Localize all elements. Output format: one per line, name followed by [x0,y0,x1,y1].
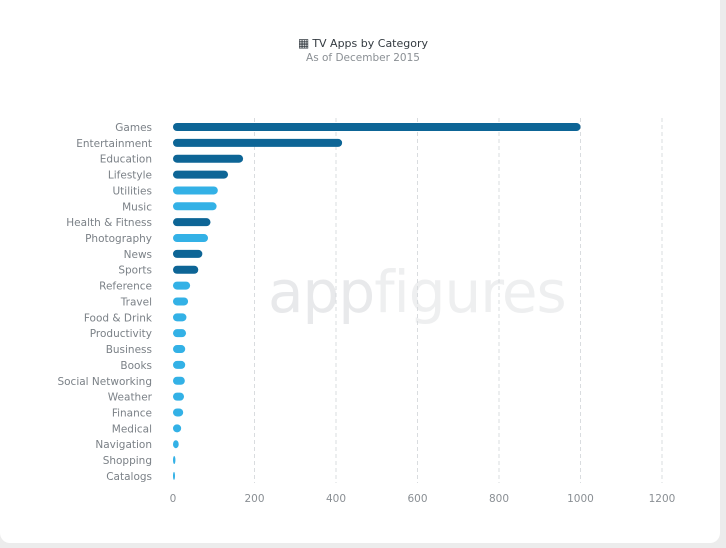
bar[interactable] [173,265,199,274]
x-tick-label: 1200 [649,493,676,505]
chart-title-text: TV Apps by Category [312,37,429,50]
category-label: Medical [112,423,152,435]
category-label: Travel [120,296,152,308]
watermark-bold: app [268,258,375,326]
category-label: Weather [108,392,153,404]
bar[interactable] [173,329,187,338]
watermark-light: figures [374,258,567,326]
category-label: News [124,249,152,261]
category-label: Music [122,201,152,213]
category-label: Education [100,154,152,166]
bar[interactable] [173,440,179,449]
category-label: Games [115,122,152,134]
chart-subtitle: As of December 2015 [306,52,420,64]
bar[interactable] [173,281,191,290]
bar[interactable] [173,471,175,480]
bar[interactable] [173,186,218,195]
category-label: Social Networking [57,376,152,388]
bar[interactable] [173,424,182,433]
x-tick-label: 1000 [567,493,594,505]
document-icon: ▦ [297,36,310,50]
bar[interactable] [173,154,244,163]
bar[interactable] [173,123,581,131]
appfigures-watermark: appfigures [268,258,567,326]
category-label: Shopping [103,455,152,467]
category-label: Books [120,360,152,372]
bar[interactable] [173,313,187,322]
category-label: Business [106,344,152,356]
bar[interactable] [173,170,229,179]
category-label: Photography [85,233,152,245]
bar[interactable] [173,360,186,369]
category-label: Finance [112,407,152,419]
bar[interactable] [173,202,217,211]
bar[interactable] [173,234,209,243]
chart-title: ▦ TV Apps by Category [0,36,726,50]
category-label: Food & Drink [84,312,153,324]
category-label: Productivity [90,328,152,340]
x-tick-label: 600 [407,493,427,505]
bar[interactable] [173,138,343,147]
category-label: Health & Fitness [66,217,152,229]
category-label: Catalogs [106,471,152,483]
x-tick-label: 800 [489,493,509,505]
bar[interactable] [173,345,186,354]
category-label: Sports [118,265,152,277]
bar[interactable] [173,408,184,417]
bar[interactable] [173,249,203,258]
bar[interactable] [173,218,211,227]
bar[interactable] [173,456,176,465]
x-tick-label: 200 [244,493,264,505]
category-label: Entertainment [76,138,152,150]
category-label: Lifestyle [108,170,152,182]
x-tick-label: 0 [170,493,177,505]
category-label: Navigation [95,439,152,451]
x-tick-label: 400 [326,493,346,505]
bar[interactable] [173,376,185,385]
category-label: Reference [99,281,152,293]
bar[interactable] [173,297,189,306]
category-label: Utilities [112,185,152,197]
bar[interactable] [173,392,185,401]
